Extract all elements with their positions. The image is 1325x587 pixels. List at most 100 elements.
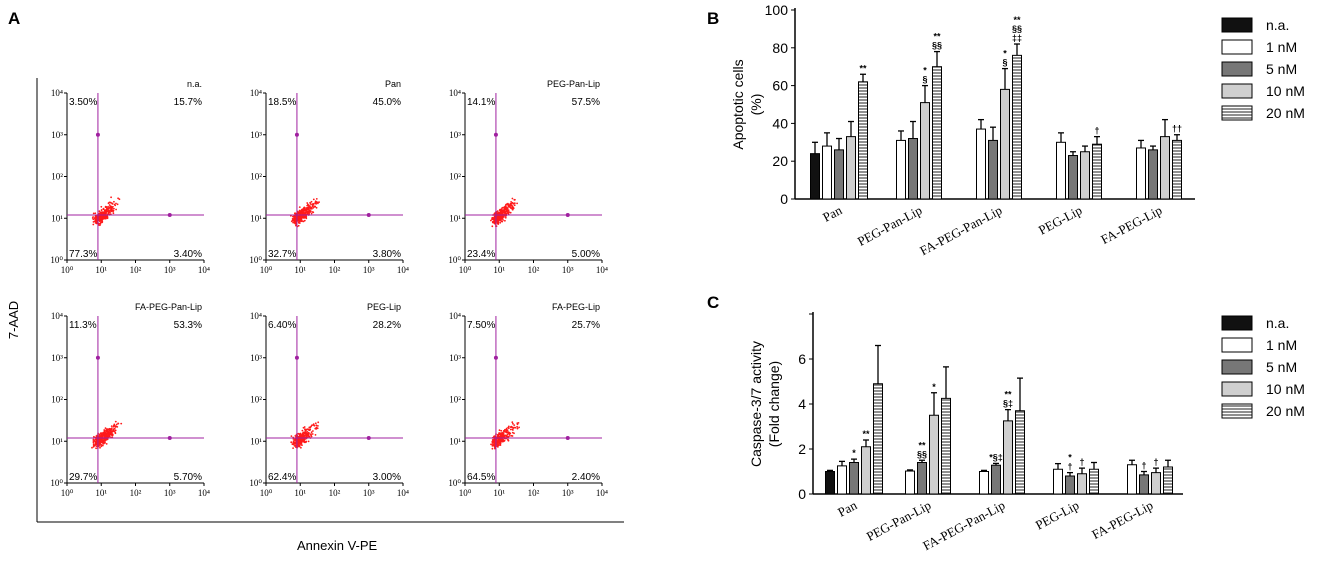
- flow-dot: [301, 210, 304, 213]
- flow-dot: [308, 206, 311, 209]
- x-tick-label: 10⁴: [198, 488, 210, 498]
- x-tick-label: 10⁰: [260, 488, 273, 498]
- flow-dot: [301, 439, 303, 442]
- flow-dot: [504, 216, 507, 219]
- flow-dot: [498, 429, 501, 432]
- flow-dot: [110, 425, 113, 427]
- flow-dot: [493, 446, 496, 449]
- flow-dot: [110, 428, 113, 431]
- flow-dot: [310, 425, 312, 428]
- flow-plot-title: FA-PEG-Pan-Lip: [135, 302, 202, 312]
- flow-dot: [307, 204, 310, 207]
- flow-dot: [303, 441, 306, 444]
- flow-dot: [94, 439, 96, 441]
- flow-dot: [107, 212, 110, 215]
- flow-dot: [312, 424, 315, 426]
- flow-dot: [307, 440, 310, 443]
- flow-dot: [93, 217, 96, 220]
- flow-dot: [99, 442, 102, 445]
- flow-dot: [114, 420, 117, 423]
- category-label: PEG-Pan-Lip: [864, 497, 934, 543]
- flow-dot: [294, 212, 296, 215]
- flow-dot: [505, 212, 507, 215]
- significance-mark-line: *: [1068, 453, 1072, 463]
- lower-left-percent: 29.7%: [69, 472, 97, 483]
- quadrant-marker: [294, 132, 299, 137]
- flow-dot: [493, 217, 495, 220]
- flow-dot: [104, 432, 106, 435]
- quadrant-marker: [95, 355, 100, 360]
- flow-dot: [300, 446, 302, 449]
- flow-dot: [311, 211, 314, 213]
- bar: [873, 383, 883, 495]
- flow-dot: [101, 220, 104, 223]
- flow-dot: [117, 197, 119, 200]
- significance-mark: †: [1079, 457, 1084, 467]
- flow-dot: [305, 217, 308, 220]
- flow-dot: [102, 431, 105, 434]
- flow-dot: [294, 218, 297, 221]
- flow-dot: [497, 223, 500, 226]
- flow-dot: [509, 207, 512, 209]
- legend-swatch: [1221, 17, 1253, 33]
- flow-dot: [99, 435, 101, 438]
- flow-dot: [491, 225, 494, 228]
- significance-mark-line: †: [1079, 457, 1084, 467]
- flow-y-axis-label: 7-AAD: [6, 301, 21, 339]
- significance-mark-line: **: [1004, 390, 1012, 400]
- flow-dot: [114, 424, 116, 427]
- category-label: FA-PEG-Pan-Lip: [920, 497, 1007, 553]
- legend-swatch: [1221, 381, 1253, 397]
- lower-right-percent: 3.00%: [373, 472, 401, 483]
- bar: [917, 462, 927, 495]
- upper-right-percent: 28.2%: [373, 320, 401, 331]
- flow-dot: [100, 205, 103, 208]
- y-tick-label: 10⁰: [448, 255, 461, 265]
- flow-dot: [100, 440, 103, 442]
- x-tick-label: 10⁴: [397, 265, 409, 275]
- y-tick-label: 10⁴: [51, 88, 63, 98]
- flow-dot: [314, 200, 317, 203]
- flow-dot: [493, 443, 496, 446]
- flow-dot: [498, 440, 501, 443]
- flow-dot: [509, 202, 512, 205]
- quadrant-marker: [167, 435, 172, 440]
- flow-dot: [95, 440, 98, 443]
- y-tick-label: 10⁰: [249, 478, 262, 488]
- significance-mark-line: **: [933, 32, 941, 42]
- significance-mark: †: [1094, 126, 1099, 136]
- legend-swatch: [1221, 105, 1253, 121]
- y-tick-label: 10²: [449, 395, 461, 405]
- flow-dot: [507, 203, 510, 206]
- flow-dot: [510, 201, 512, 203]
- flow-dot: [512, 422, 514, 425]
- upper-right-percent: 45.0%: [373, 97, 401, 108]
- bar: [1163, 466, 1173, 495]
- y-tick-label: 10¹: [51, 213, 63, 223]
- legend-label: 20 nM: [1266, 105, 1305, 121]
- flow-dot: [111, 434, 114, 437]
- category-label: PEG-Lip: [1033, 497, 1081, 532]
- flow-dot: [312, 203, 315, 206]
- significance-mark-line: **: [859, 63, 867, 73]
- y-tick-label: 4: [798, 396, 806, 412]
- flow-dot: [502, 433, 505, 435]
- flow-dot: [94, 444, 96, 447]
- x-tick-label: 10⁰: [260, 265, 273, 275]
- flow-dot: [115, 208, 117, 211]
- flow-dot: [317, 425, 319, 427]
- flow-dot: [504, 219, 506, 222]
- flow-dot: [114, 432, 117, 435]
- x-tick-label: 10⁰: [459, 488, 472, 498]
- significance-mark-line: †: [1141, 461, 1146, 471]
- flow-dot: [110, 432, 113, 434]
- category-label: FA-PEG-Pan-Lip: [917, 202, 1004, 258]
- flow-dot: [499, 444, 502, 446]
- flow-dot: [98, 220, 101, 223]
- flow-dot: [491, 444, 494, 447]
- x-tick-label: 10⁴: [397, 488, 409, 498]
- flow-dot: [504, 208, 506, 210]
- flow-dot: [303, 426, 306, 428]
